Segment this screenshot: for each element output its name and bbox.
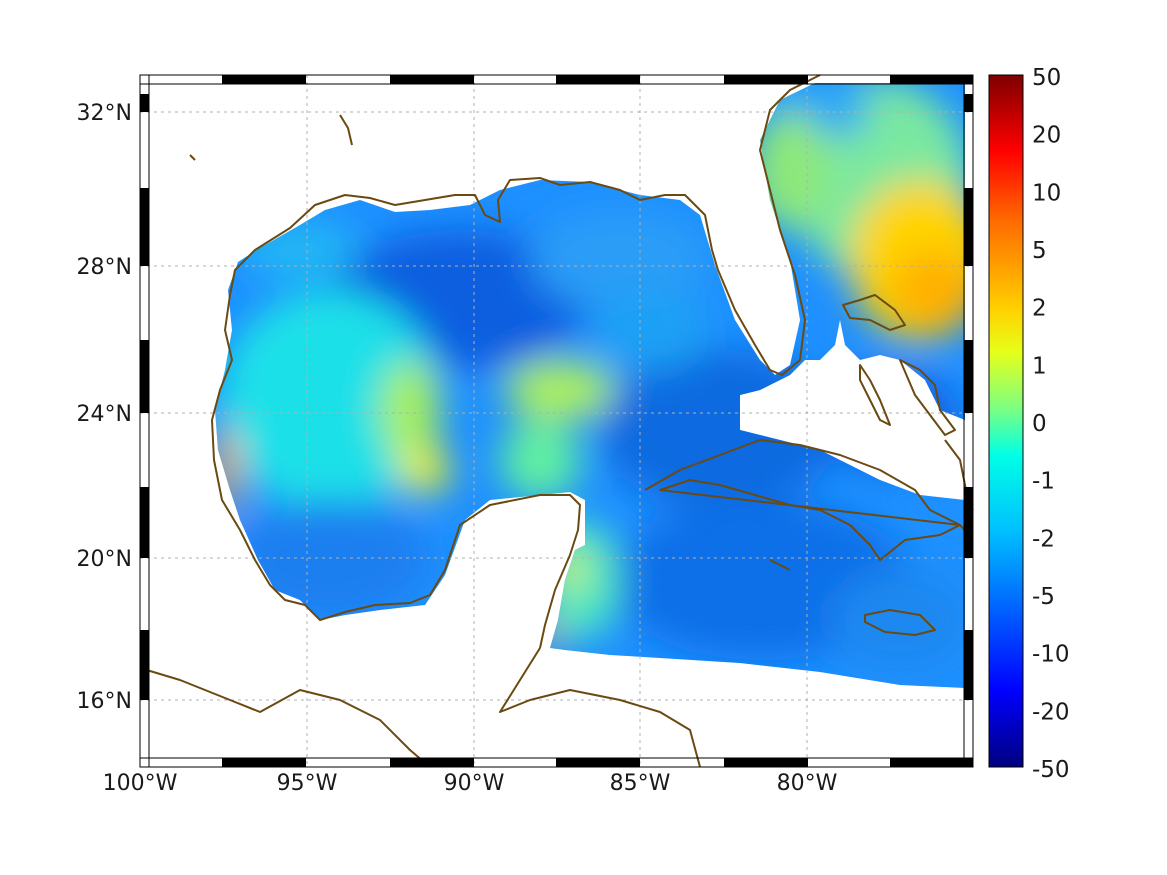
colorbar-tick-label: -1	[1032, 469, 1055, 495]
colorbar-tick-label: 1	[1032, 353, 1047, 379]
lon-tick-label: 95°W	[277, 771, 338, 796]
colorbar-tick-label: -5	[1032, 584, 1055, 610]
lon-tick-label: 90°W	[444, 771, 505, 796]
colorbar-gradient	[988, 74, 1024, 768]
lat-tick-labels: 32°N 28°N 24°N 20°N 16°N	[77, 101, 132, 714]
lon-tick-labels: 100°W 95°W 90°W 85°W 80°W	[103, 771, 838, 796]
lat-tick-label: 32°N	[77, 101, 132, 126]
colorbar-tick-label: -50	[1032, 757, 1070, 783]
lat-tick-label: 16°N	[77, 689, 132, 714]
colorbar-tick-label: 2	[1032, 296, 1047, 322]
colorbar-tick-label: 20	[1032, 123, 1061, 149]
coastlines	[139, 74, 974, 768]
colorbar-tick-label: -10	[1032, 642, 1070, 668]
lon-tick-label: 100°W	[103, 771, 178, 796]
lat-tick-label: 24°N	[77, 402, 132, 427]
colorbar-tick-label: 10	[1032, 180, 1061, 206]
colorbar-tick-label: 5	[1032, 238, 1047, 264]
grid-lines	[140, 75, 973, 767]
colorbar-tick-label: -20	[1032, 699, 1070, 725]
lon-tick-label: 85°W	[610, 771, 671, 796]
lat-tick-label: 20°N	[77, 547, 132, 572]
lon-tick-label: 80°W	[777, 771, 838, 796]
colorbar-tick-label: 50	[1032, 65, 1061, 91]
sst-field	[215, 83, 965, 688]
colorbar-tick-label: 0	[1032, 411, 1047, 437]
map-frame	[139, 74, 974, 768]
lat-tick-label: 28°N	[77, 255, 132, 280]
colorbar-tick-label: -2	[1032, 526, 1055, 552]
